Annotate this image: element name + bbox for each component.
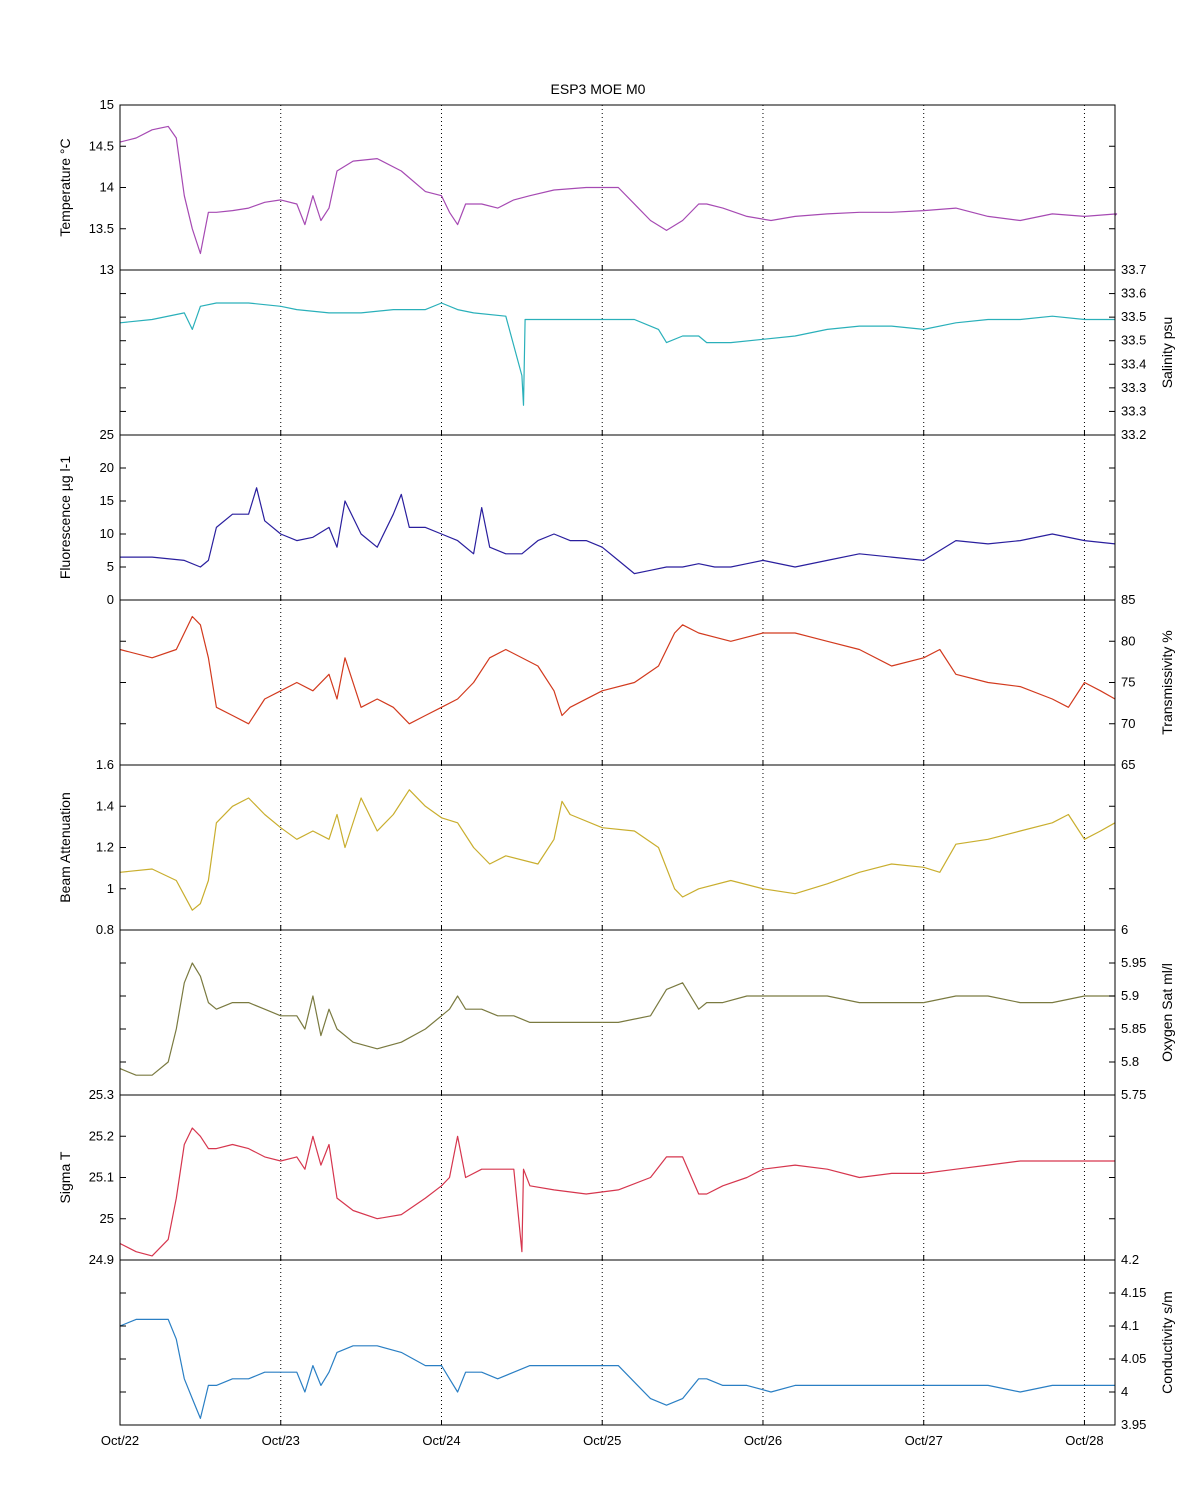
panel-sigma_t: 24.9 25 25.1 25.2 25.3 Sigma T [57,1087,1116,1267]
y-tick-label: 33.4 [1121,356,1146,371]
y-tick-label: 80 [1121,633,1135,648]
panel-conductivity: 3.95 4 4.05 4.1 4.15 4.2 Conductivity s/m [119,1252,1175,1432]
y-tick-label: 25.3 [89,1087,114,1102]
y-tick-label: 5.85 [1121,1021,1146,1036]
y-tick-label: 75 [1121,675,1135,690]
y-tick-label: 4.15 [1121,1285,1146,1300]
fluorescence-y-axis-label: Fluorescence µg l-1 [57,456,73,579]
conductivity-series-line [119,1318,1115,1420]
y-tick-label: 33.3 [1121,403,1146,418]
y-tick-label: 4.1 [1121,1318,1139,1333]
transmissivity-series-line [119,615,1116,725]
y-tick-label: 13.5 [89,221,114,236]
y-tick-label: 5.9 [1121,988,1139,1003]
fluorescence-frame [119,434,1116,601]
y-tick-label: 1.4 [96,798,114,813]
y-tick-label: 33.7 [1121,262,1146,277]
chart-title: ESP3 MOE M0 [551,81,646,97]
x-axis: Oct/22 Oct/23 Oct/24 Oct/25 Oct/26 Oct/27 Oct/… [101,1433,1104,1448]
salinity-y-axis-label: Salinity psu [1159,317,1175,389]
y-tick-label: 4.05 [1121,1351,1146,1366]
y-tick-label: 25 [100,1211,114,1226]
x-tick-label: Oct/27 [905,1433,943,1448]
y-tick-label: 5.8 [1121,1054,1139,1069]
y-tick-label: 5.75 [1121,1087,1146,1102]
y-tick-label: 24.9 [89,1252,114,1267]
temperature-y-axis-label: Temperature °C [57,138,73,236]
sigma_t-y-axis-label: Sigma T [57,1151,73,1203]
salinity-frame [119,269,1116,436]
sigma_t-series-line [119,1127,1115,1257]
transmissivity-frame [119,599,1116,766]
conductivity-y-axis-label: Conductivity s/m [1159,1291,1175,1394]
y-tick-label: 0 [107,592,114,607]
y-tick-label: 13 [100,262,114,277]
y-tick-label: 14.5 [89,138,114,153]
y-tick-label: 10 [100,526,114,541]
transmissivity-y-axis-label: Transmissivity % [1159,630,1175,735]
temperature-series-line [119,125,1118,255]
beam_attenuation-y-axis-label: Beam Attenuation [57,792,73,903]
y-tick-label: 4.2 [1121,1252,1139,1267]
y-tick-label: 15 [100,493,114,508]
y-tick-label: 33.6 [1121,286,1146,301]
oxygen_sat-series-line [119,962,1115,1076]
y-tick-label: 5 [107,559,114,574]
y-tick-label: 0.8 [96,922,114,937]
beam_attenuation-frame [119,764,1116,931]
y-tick-label: 20 [100,460,114,475]
conductivity-frame [119,1259,1116,1426]
panel-salinity: 33.2 33.3 33.3 33.4 33.5 33.5 33.6 33.7 Salinity… [119,262,1175,442]
y-tick-label: 3.95 [1121,1417,1146,1432]
y-tick-label: 25.2 [89,1128,114,1143]
y-tick-label: 70 [1121,716,1135,731]
panel-fluorescence: 0 5 10 15 20 25 Fluorescence µg l-1 [57,427,1116,607]
y-tick-label: 25.1 [89,1170,114,1185]
y-tick-label: 33.3 [1121,380,1146,395]
y-tick-label: 1.6 [96,757,114,772]
y-tick-label: 25 [100,427,114,442]
y-tick-label: 33.5 [1121,309,1146,324]
panel-transmissivity: 65 70 75 80 85 Transmissivity % [119,592,1175,772]
salinity-series-line [119,302,1115,406]
fluorescence-series-line [120,487,1116,575]
oxygen_sat-frame [119,929,1116,1096]
x-tick-label: Oct/24 [422,1433,460,1448]
x-tick-label: Oct/23 [262,1433,300,1448]
x-tick-label: Oct/28 [1065,1433,1103,1448]
panel-temperature: 13 13.5 14 14.5 15 Temperature °C [57,97,1118,277]
panel-beam_attenuation: 0.8 1 1.2 1.4 1.6 Beam Attenuation [57,757,1116,937]
y-tick-label: 5.95 [1121,955,1146,970]
sigma_t-frame [119,1094,1116,1261]
y-tick-label: 85 [1121,592,1135,607]
x-tick-label: Oct/26 [744,1433,782,1448]
y-tick-label: 33.5 [1121,333,1146,348]
y-tick-label: 1.2 [96,840,114,855]
y-tick-label: 4 [1121,1384,1128,1399]
x-tick-label: Oct/25 [583,1433,621,1448]
oxygen_sat-y-axis-label: Oxygen Sat ml/l [1159,963,1175,1062]
y-tick-label: 33.2 [1121,427,1146,442]
y-tick-label: 65 [1121,757,1135,772]
y-tick-label: 1 [107,881,114,896]
beam_attenuation-series-line [119,789,1116,911]
panel-oxygen_sat: 5.75 5.8 5.85 5.9 5.95 6 Oxygen Sat ml/l [119,922,1175,1102]
y-tick-label: 14 [100,180,114,195]
y-tick-label: 15 [100,97,114,112]
x-tick-label: Oct/22 [101,1433,139,1448]
y-tick-label: 6 [1121,922,1128,937]
